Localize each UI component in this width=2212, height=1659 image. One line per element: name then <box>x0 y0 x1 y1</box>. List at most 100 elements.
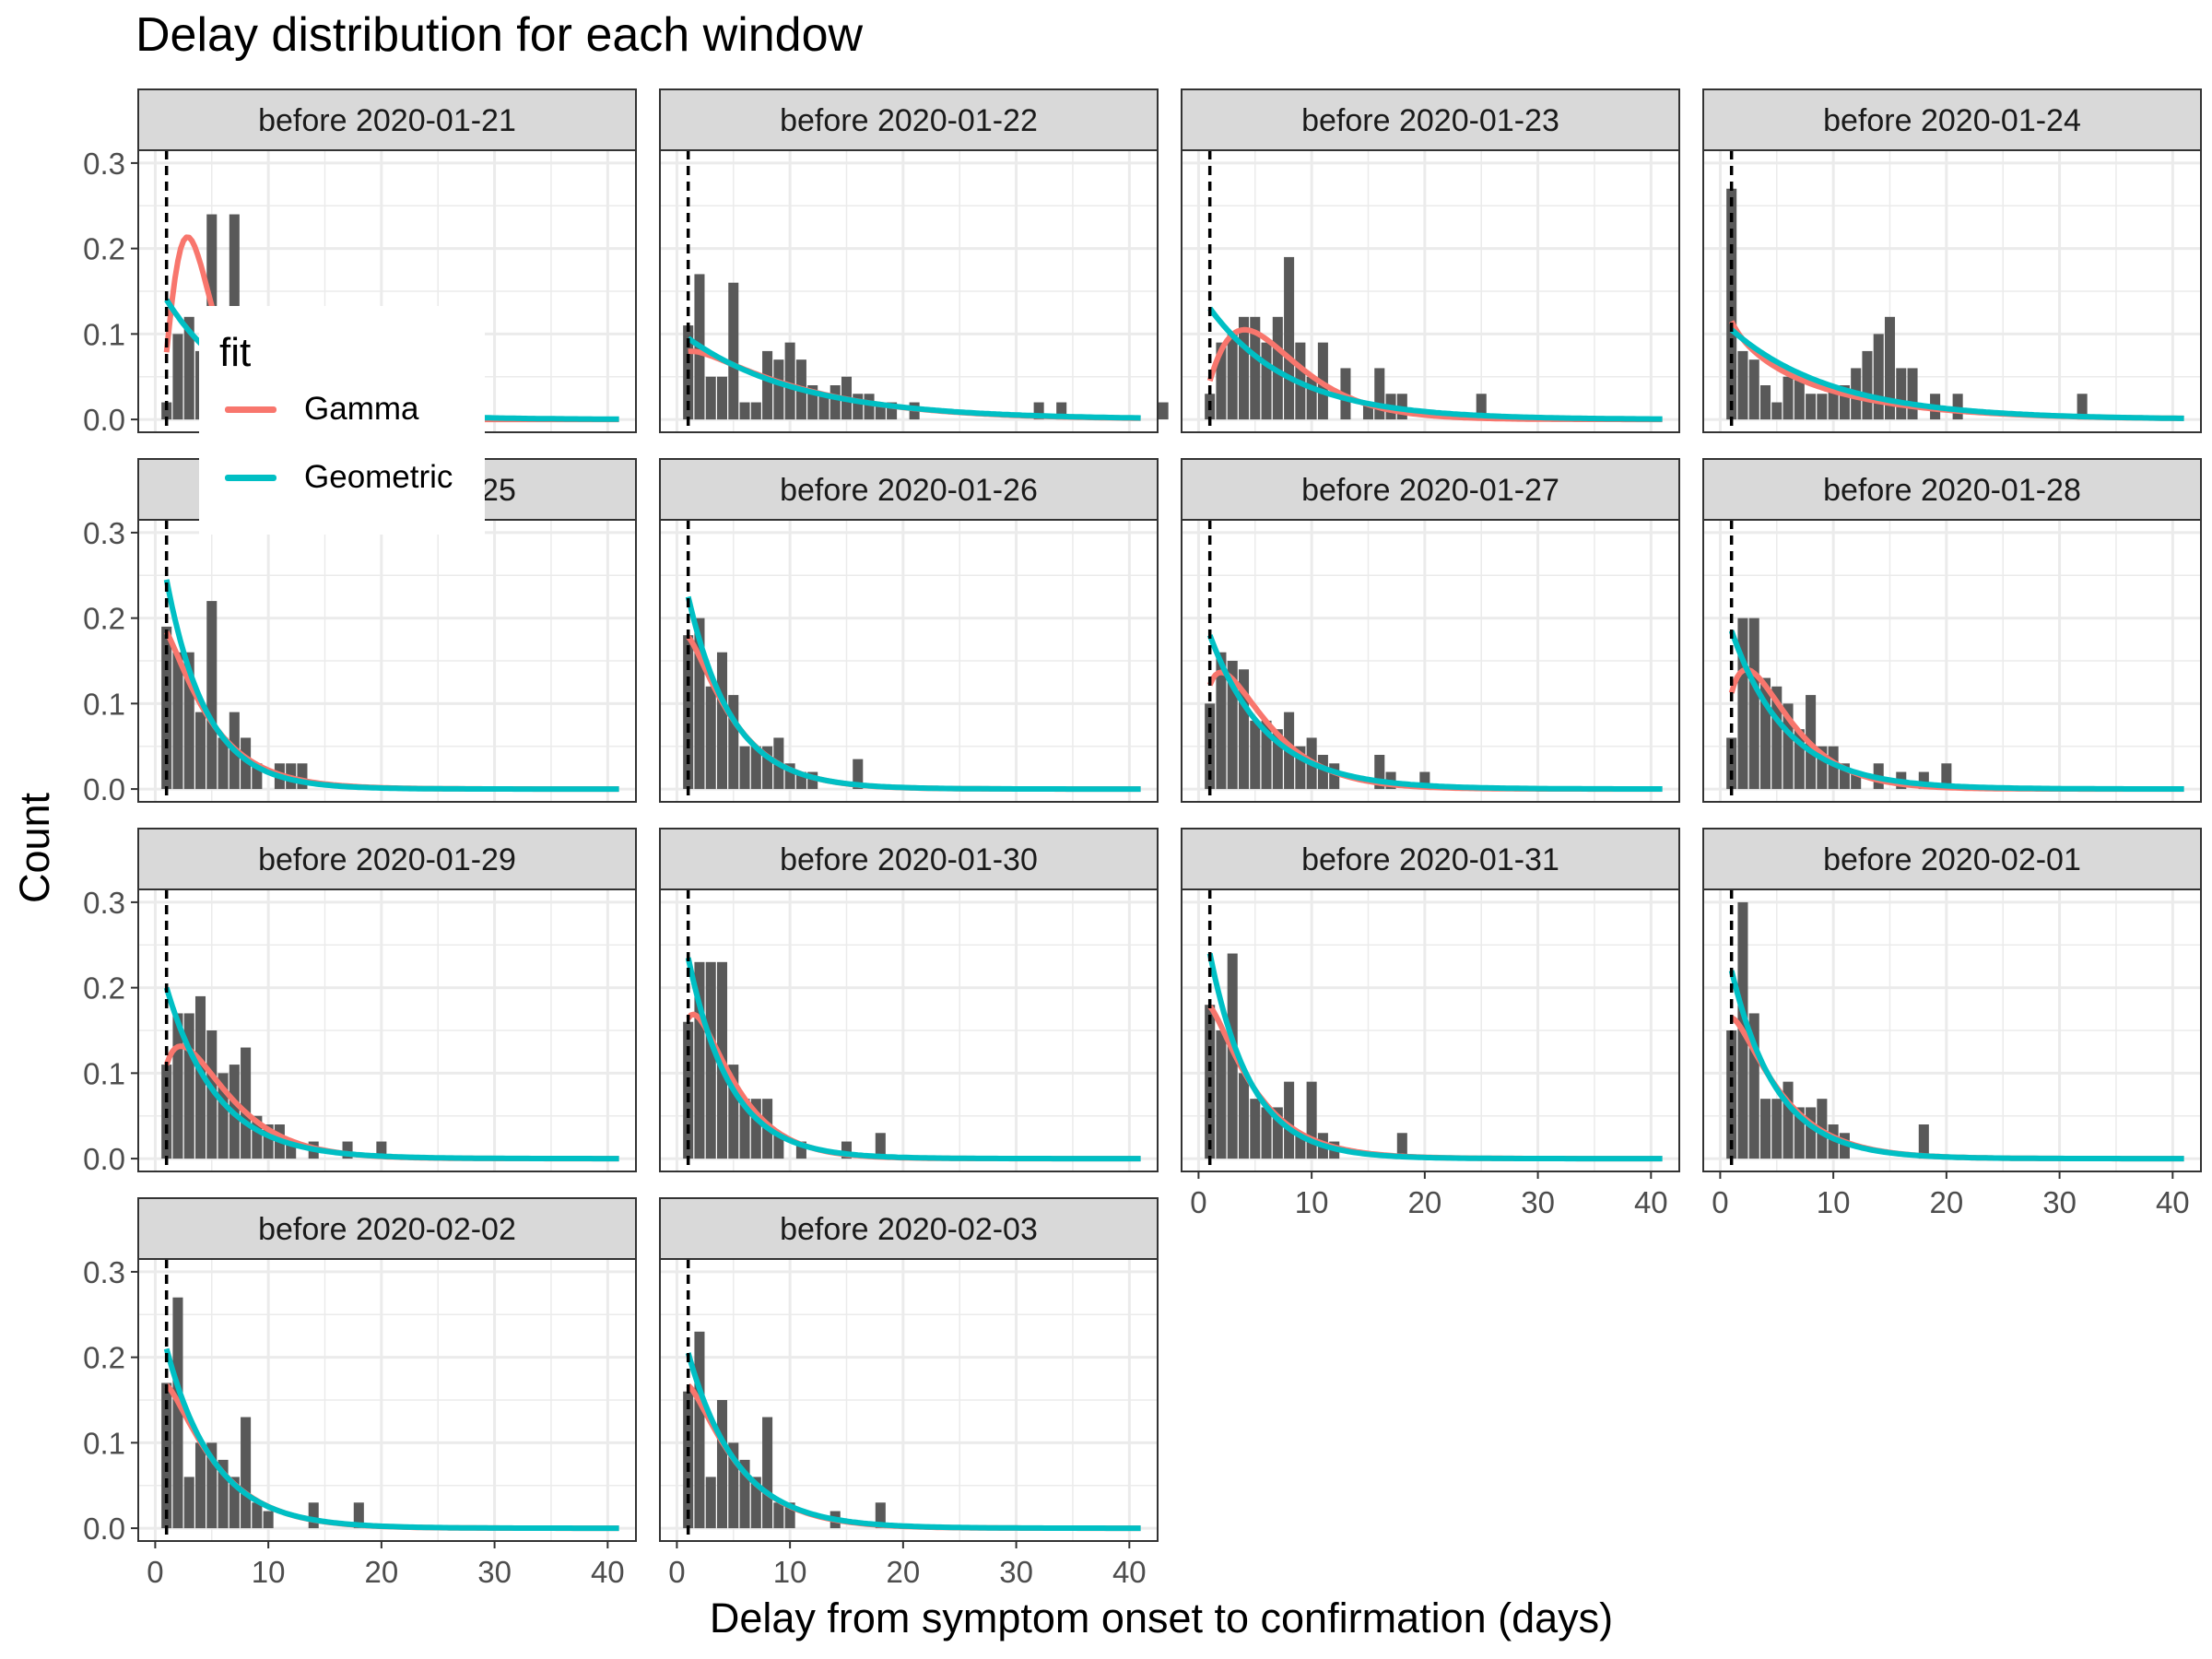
geometric-fit-line <box>163 986 619 1162</box>
histogram-bar <box>1783 376 1794 420</box>
histogram-bar <box>241 1417 252 1529</box>
histogram-bar <box>750 1099 761 1159</box>
x-tick-label: 30 <box>999 1555 1033 1589</box>
panel-border <box>137 888 637 1172</box>
histogram-bar <box>1329 763 1340 790</box>
geometric-fit-line <box>1729 327 2184 421</box>
histogram-bar <box>694 1331 705 1529</box>
histogram-bar <box>1295 1133 1306 1159</box>
facet-panel: before 2020-02-01 0 10 20 30 40 <box>1702 828 2202 1219</box>
facet-strip-label: before 2020-02-02 <box>258 1212 516 1247</box>
histogram-bar <box>705 376 716 420</box>
histogram-bar <box>1759 385 1771 420</box>
histogram-bar <box>1362 402 1374 420</box>
legend: fit Gamma Geometric <box>199 306 485 535</box>
histogram-bar <box>1250 1099 1261 1159</box>
x-tick-label: 0 <box>147 1555 163 1589</box>
histogram-bar <box>1941 763 1952 790</box>
y-tick-label: 0.2 <box>83 602 125 636</box>
histogram-bar <box>1238 316 1250 420</box>
histogram-bar <box>342 1141 353 1159</box>
histogram-bar <box>773 1133 784 1159</box>
histogram-bar <box>206 1442 218 1529</box>
histogram-bar <box>1873 334 1884 420</box>
histogram-bar <box>1748 618 1759 790</box>
histogram-bar <box>241 737 252 790</box>
facet-panel: before 2020-02-02 0.0 0.1 0.2 0.3 0 10 20 30 40 <box>83 1197 637 1589</box>
histogram-bar <box>252 763 263 790</box>
facet-panel: before 2020-01-31 0 10 20 30 40 <box>1181 828 1680 1219</box>
histogram-bar <box>1884 316 1896 420</box>
facet-strip <box>1702 828 2202 890</box>
histogram-bar <box>183 652 194 790</box>
facet-strip-label: before 2020-01-21 <box>258 103 516 138</box>
histogram-bar <box>1771 686 1783 790</box>
histogram-bar <box>263 1511 274 1529</box>
histogram-bar <box>750 402 761 420</box>
histogram-bar <box>705 686 716 790</box>
histogram-bar <box>830 385 841 420</box>
histogram-bar <box>376 1141 387 1159</box>
histogram-bar <box>1828 385 1839 420</box>
geometric-legend-key <box>225 474 276 481</box>
x-tick-label: 30 <box>2042 1185 2077 1219</box>
histogram-bar <box>229 1477 240 1529</box>
y-tick-label: 0.1 <box>83 317 125 351</box>
histogram-bar <box>807 771 818 790</box>
geometric-fit-line <box>685 595 1141 793</box>
histogram-bar <box>308 1502 319 1529</box>
histogram-bar <box>206 1030 218 1159</box>
facet-strip <box>1181 88 1680 151</box>
histogram-bar <box>1227 661 1238 790</box>
histogram-bar <box>1783 703 1794 790</box>
legend-label-geometric: Geometric <box>304 459 453 495</box>
histogram-bar <box>853 759 864 790</box>
y-tick-label: 0.1 <box>83 687 125 721</box>
histogram-bar <box>784 763 795 790</box>
legend-item-gamma: Gamma <box>225 391 418 428</box>
y-tick-label: 0.2 <box>83 971 125 1006</box>
histogram-bar <box>1317 755 1328 790</box>
histogram-bar <box>1033 402 1044 420</box>
histogram-bar <box>1817 746 1828 790</box>
facet-panel: before 2020-01-26 <box>659 458 1159 803</box>
x-tick-label: 40 <box>591 1555 625 1589</box>
histogram-bar <box>252 1502 263 1529</box>
y-tick-label: 0.2 <box>83 232 125 266</box>
histogram-bar <box>1839 763 1850 790</box>
histogram-bar <box>1783 1081 1794 1159</box>
facet-strip-label: before 2020-01-28 <box>1823 473 2081 508</box>
histogram-bar <box>807 385 818 420</box>
histogram-bar <box>1056 402 1067 420</box>
histogram-bar <box>887 402 898 420</box>
x-tick-label: 30 <box>1521 1185 1555 1219</box>
legend-title: fit <box>219 330 252 375</box>
facet-panel: before 2020-01-23 <box>1181 88 1680 433</box>
histogram-bar <box>773 1502 784 1529</box>
histogram-bar <box>716 376 728 420</box>
geometric-fit-line <box>1206 952 1663 1162</box>
histogram-bar <box>1374 755 1385 790</box>
x-tick-label: 10 <box>1817 1185 1851 1219</box>
facet-panel: before 2020-01-30 <box>659 828 1159 1172</box>
histogram-bar <box>762 350 773 420</box>
histogram-bar <box>1806 394 1817 420</box>
histogram-bar <box>683 1391 694 1529</box>
facet-panel: before 2020-01-28 <box>1702 458 2202 803</box>
histogram-bar <box>1216 342 1227 420</box>
histogram-bar <box>716 1400 728 1529</box>
facet-panel: before 2020-02-03 0 10 20 30 40 <box>659 1197 1159 1589</box>
histogram-bar <box>694 618 705 790</box>
facet-strip <box>137 1197 637 1260</box>
histogram-bar <box>694 961 705 1159</box>
histogram-bar <box>263 1124 274 1159</box>
histogram-bar <box>172 1013 183 1159</box>
histogram-bar <box>218 1459 229 1529</box>
geometric-fit-line <box>1728 970 2184 1162</box>
histogram-bar <box>1306 376 1317 420</box>
histogram-bar <box>864 394 875 420</box>
y-tick-label: 0.0 <box>83 1512 125 1546</box>
x-tick-label: 20 <box>887 1555 921 1589</box>
histogram-bar <box>1284 1081 1295 1159</box>
